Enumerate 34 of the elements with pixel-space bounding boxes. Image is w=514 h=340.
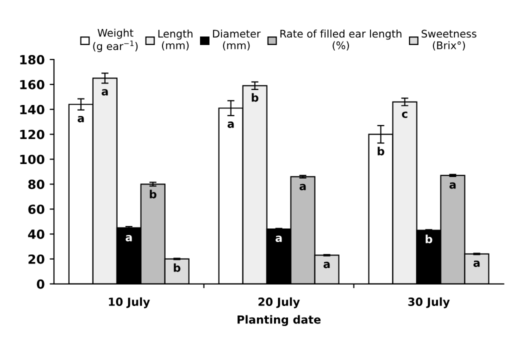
data-label: b [426,234,432,244]
data-label: c [402,112,408,118]
legend-label: Rate of filled ear length (%) [280,30,402,51]
data-label: a [324,262,330,268]
y-tick-label: 100 [20,154,44,164]
data-label: a [473,260,480,267]
x-tick-label: 10 July [108,297,150,308]
data-label: a [78,116,84,122]
y-tick-label: 60 [28,204,44,214]
data-label: a [228,122,234,128]
legend-label: Diameter (mm) [213,30,261,51]
data-label: a [449,182,456,189]
data-label: a [276,236,282,242]
legend-label: Sweetness (Brix°) [422,30,476,51]
data-label: a [126,235,132,242]
y-tick-label: 80 [28,180,44,190]
data-label: b [150,190,156,198]
x-tick-label: 30 July [408,297,450,308]
x-axis-title: Planting date [238,315,321,326]
legend-label: Length (mm) [158,30,192,51]
legend-label: Weight (g ear$^{−1}$) [93,28,138,52]
data-label: a [102,89,108,96]
y-tick-label: 0 [36,279,44,289]
x-tick-label: 20 July [258,297,300,308]
y-tick-label: 180 [20,54,44,64]
data-label: b [252,93,258,102]
data-label: b [378,146,384,156]
y-tick-label: 120 [20,130,44,140]
y-tick-label: 20 [28,254,44,264]
data-label: a [300,184,306,190]
data-label: b [174,263,180,272]
y-tick-label: 140 [20,104,44,114]
y-tick-label: 160 [20,80,44,90]
y-tick-label: 40 [28,230,44,239]
